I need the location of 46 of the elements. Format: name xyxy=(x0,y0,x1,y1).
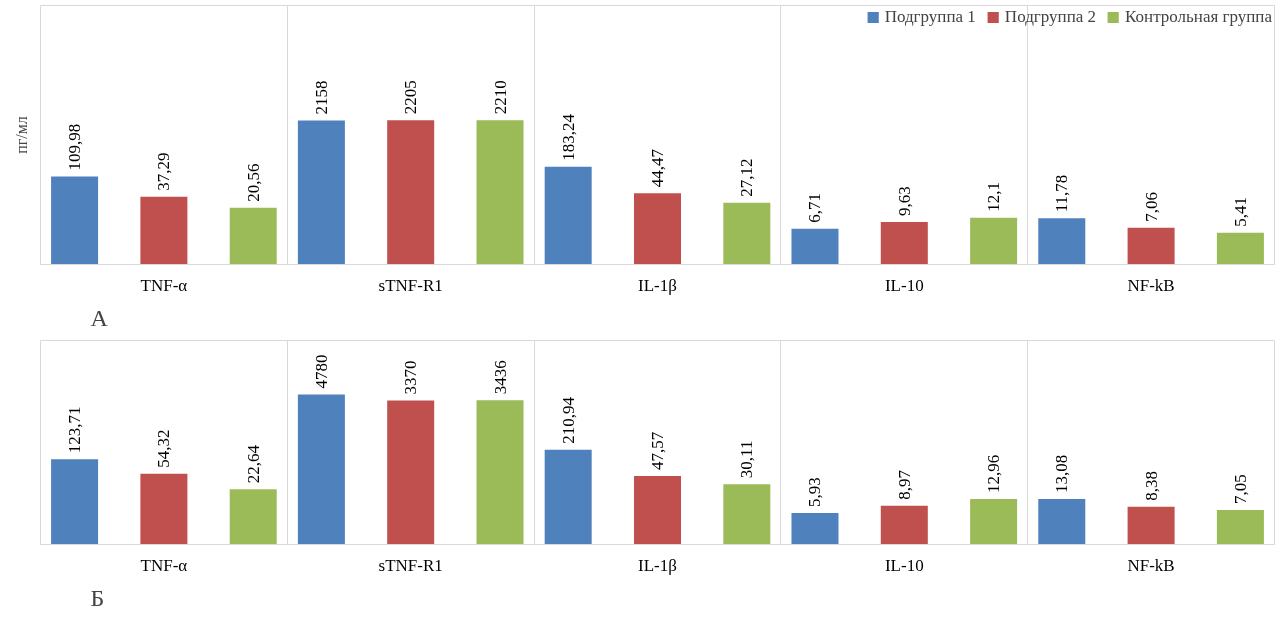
data-label: 6,71 xyxy=(805,193,825,223)
x-tick-label: NF-kB xyxy=(1127,275,1175,295)
x-tick-label: IL-10 xyxy=(884,555,924,575)
data-label: 22,64 xyxy=(243,444,263,484)
data-label: 44,47 xyxy=(648,148,667,188)
data-label: 2205 xyxy=(401,80,421,115)
data-label: 9,63 xyxy=(894,186,914,217)
data-label: 5,93 xyxy=(805,477,825,507)
data-label: 7,06 xyxy=(1141,192,1161,222)
data-label: 3370 xyxy=(401,360,421,395)
x-tick-label: TNF-α xyxy=(140,555,188,575)
data-label: 2210 xyxy=(490,80,510,115)
data-label: 20,56 xyxy=(243,163,263,202)
x-tick-label: sTNF-R1 xyxy=(378,555,443,575)
data-label: 27,12 xyxy=(737,158,757,197)
x-tick-label: IL-1β xyxy=(638,555,677,575)
legend-label: Контрольная группа xyxy=(1125,7,1272,27)
data-label: 183,24 xyxy=(558,113,578,161)
text: А xyxy=(90,304,109,331)
x-tick-label: IL-1β xyxy=(638,275,677,295)
data-label: 11,78 xyxy=(1052,174,1072,213)
data-label: 123,71 xyxy=(65,406,85,454)
data-label: 8,38 xyxy=(1141,471,1161,501)
x-tick-label: TNF-α xyxy=(140,275,188,295)
data-label: 3436 xyxy=(490,360,510,395)
data-label: 2158 xyxy=(311,80,331,115)
data-label: 30,11 xyxy=(737,440,757,479)
x-tick-label: sTNF-R1 xyxy=(378,275,443,295)
data-label: 37,29 xyxy=(154,152,174,191)
x-tick-label: NF-kB xyxy=(1127,555,1175,575)
legend-label: Подгруппа 2 xyxy=(1004,7,1097,27)
data-label: 109,98 xyxy=(65,123,85,171)
data-label: 210,94 xyxy=(558,396,578,444)
data-label: 8,97 xyxy=(894,469,914,500)
legend-label: Подгруппа 1 xyxy=(884,7,976,27)
data-label: 7,05 xyxy=(1230,474,1250,504)
data-label: 13,08 xyxy=(1052,454,1072,493)
data-label: 4780 xyxy=(311,354,331,389)
data-label: 5,41 xyxy=(1230,197,1250,227)
y-axis-title: пг/мл xyxy=(12,116,30,154)
data-label: 12,96 xyxy=(984,454,1004,494)
x-tick-label: IL-10 xyxy=(884,275,924,295)
data-label: 47,57 xyxy=(648,431,667,471)
data-label: 54,32 xyxy=(154,429,174,468)
data-label: 12,1 xyxy=(984,182,1004,212)
text: Б xyxy=(90,584,105,611)
